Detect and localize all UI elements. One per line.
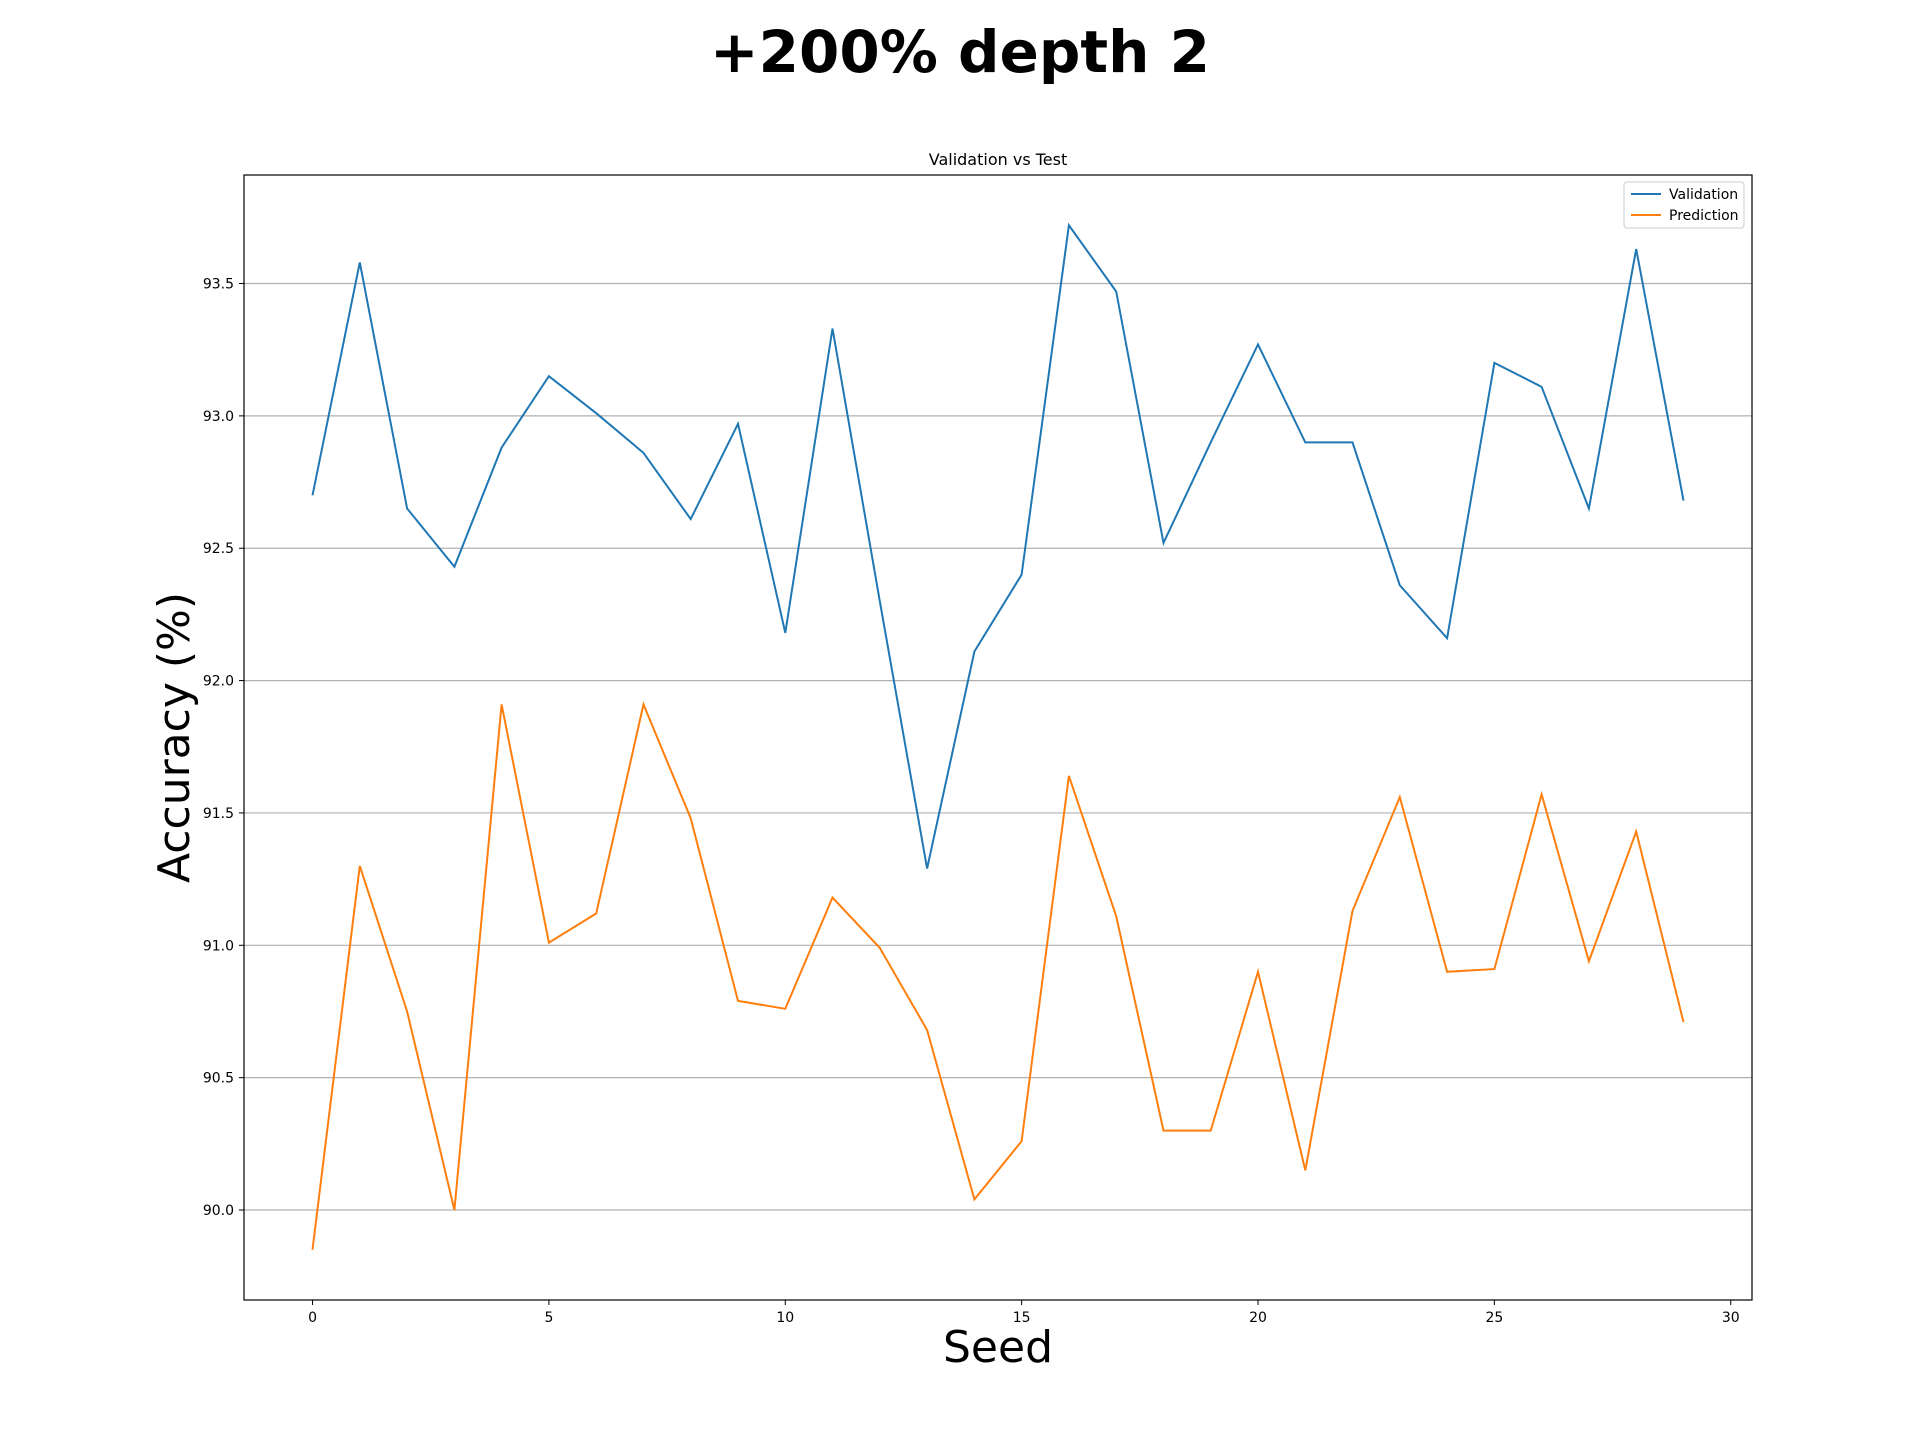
plot-frame bbox=[243, 174, 1753, 1301]
y-tick-label: 92.5 bbox=[203, 541, 234, 557]
x-tick-label: 0 bbox=[308, 1310, 317, 1326]
y-axis: 90.0 90.5 91.0 91.5 92.0 92.5 93.0 93.5 bbox=[203, 277, 244, 1219]
legend-label: Prediction bbox=[1669, 208, 1739, 224]
series-layer bbox=[311, 222, 1685, 1250]
y-tick-label: 92.0 bbox=[203, 674, 234, 690]
legend-label: Validation bbox=[1669, 187, 1738, 203]
chart-title: Validation vs Test bbox=[929, 150, 1068, 169]
x-tick-label: 30 bbox=[1722, 1310, 1740, 1326]
series-line-prediction bbox=[311, 701, 1685, 1250]
x-tick-label: 20 bbox=[1249, 1310, 1267, 1326]
x-tick-label: 15 bbox=[1013, 1310, 1031, 1326]
x-tick-label: 5 bbox=[544, 1310, 553, 1326]
series-line-validation bbox=[311, 222, 1685, 869]
x-axis-label: Seed bbox=[943, 1322, 1053, 1373]
legend: Validation Prediction bbox=[1623, 181, 1745, 229]
grid-lines bbox=[244, 282, 1752, 1211]
y-axis-label: Accuracy (%) bbox=[149, 592, 200, 883]
x-tick-label: 10 bbox=[776, 1310, 794, 1326]
y-tick-label: 93.5 bbox=[203, 277, 234, 293]
y-tick-label: 91.5 bbox=[203, 806, 234, 822]
y-tick-label: 90.5 bbox=[203, 1071, 234, 1087]
figure-title: +200% depth 2 bbox=[710, 18, 1210, 86]
y-tick-label: 90.0 bbox=[203, 1203, 234, 1219]
x-tick-label: 25 bbox=[1485, 1310, 1503, 1326]
x-axis: 0 5 10 15 20 25 30 bbox=[308, 1300, 1740, 1326]
y-tick-label: 91.0 bbox=[203, 938, 234, 954]
y-tick-label: 93.0 bbox=[203, 409, 234, 425]
